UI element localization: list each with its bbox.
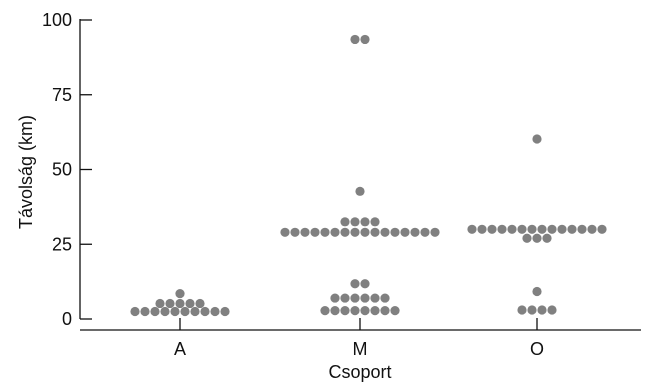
data-point — [597, 224, 607, 234]
data-point — [400, 227, 410, 237]
data-point — [360, 227, 370, 237]
data-point — [310, 227, 320, 237]
data-point — [370, 293, 380, 303]
data-point — [170, 306, 180, 317]
data-point — [547, 224, 557, 234]
x-tick-label: M — [353, 339, 368, 359]
data-point — [532, 286, 542, 297]
data-points — [130, 34, 607, 317]
data-point — [537, 224, 547, 234]
data-point — [340, 293, 350, 303]
data-point — [517, 224, 527, 234]
y-tick-label: 0 — [62, 309, 72, 329]
data-point — [360, 34, 370, 45]
data-point — [320, 227, 330, 237]
data-point — [487, 224, 497, 234]
data-point — [355, 186, 365, 196]
data-point — [350, 293, 360, 303]
data-point — [210, 306, 220, 317]
data-point — [370, 217, 380, 227]
data-point — [200, 306, 210, 317]
data-point — [360, 279, 370, 289]
data-point — [390, 227, 400, 237]
data-point — [532, 134, 542, 144]
data-point — [370, 227, 380, 237]
data-point — [380, 293, 390, 303]
data-point — [360, 217, 370, 227]
data-point — [180, 306, 190, 317]
data-point — [370, 306, 380, 316]
data-point — [527, 224, 537, 234]
data-point — [340, 306, 350, 316]
data-point — [577, 224, 587, 234]
data-point — [350, 306, 360, 316]
data-point — [300, 227, 310, 237]
data-point — [290, 227, 300, 237]
data-point — [567, 224, 577, 234]
x-tick-label: O — [530, 339, 544, 359]
data-point — [410, 227, 420, 237]
data-point — [130, 306, 140, 317]
data-point — [185, 298, 195, 309]
data-point — [280, 227, 290, 237]
y-tick-label: 50 — [52, 160, 72, 180]
data-point — [320, 306, 330, 316]
data-point — [497, 224, 507, 234]
data-point — [360, 293, 370, 303]
data-point — [350, 34, 360, 45]
data-point — [380, 227, 390, 237]
data-point — [420, 227, 430, 237]
data-point — [350, 279, 360, 289]
data-point — [340, 217, 350, 227]
data-point — [390, 306, 400, 316]
data-point — [150, 306, 160, 317]
data-point — [380, 306, 390, 316]
data-point — [155, 298, 165, 309]
data-point — [542, 233, 552, 243]
data-point — [330, 293, 340, 303]
y-axis: 0 25 50 75 100 — [42, 10, 92, 329]
y-axis-title: Távolság (km) — [16, 115, 36, 229]
y-tick-label: 100 — [42, 10, 72, 30]
data-point — [532, 233, 542, 243]
data-point — [220, 306, 230, 317]
data-point — [557, 224, 567, 234]
x-axis-title: Csoport — [328, 362, 391, 382]
data-point — [160, 306, 170, 317]
data-point — [195, 298, 205, 309]
data-point — [175, 298, 185, 309]
data-point — [165, 298, 175, 309]
data-point — [350, 217, 360, 227]
data-point — [507, 224, 517, 234]
data-point — [330, 227, 340, 237]
data-point — [537, 305, 547, 315]
data-point — [340, 227, 350, 237]
data-point — [360, 306, 370, 316]
data-point — [477, 224, 487, 234]
data-point — [140, 306, 150, 317]
data-point — [467, 224, 477, 234]
data-point — [587, 224, 597, 234]
y-tick-label: 75 — [52, 85, 72, 105]
data-point — [350, 227, 360, 237]
data-point — [522, 233, 532, 243]
data-point — [175, 288, 185, 299]
data-point — [190, 306, 200, 317]
data-point — [330, 306, 340, 316]
data-point — [547, 305, 557, 315]
x-tick-label: A — [174, 339, 186, 359]
data-point — [527, 305, 537, 315]
y-tick-label: 25 — [52, 234, 72, 254]
data-point — [430, 227, 440, 237]
data-point — [517, 305, 527, 315]
